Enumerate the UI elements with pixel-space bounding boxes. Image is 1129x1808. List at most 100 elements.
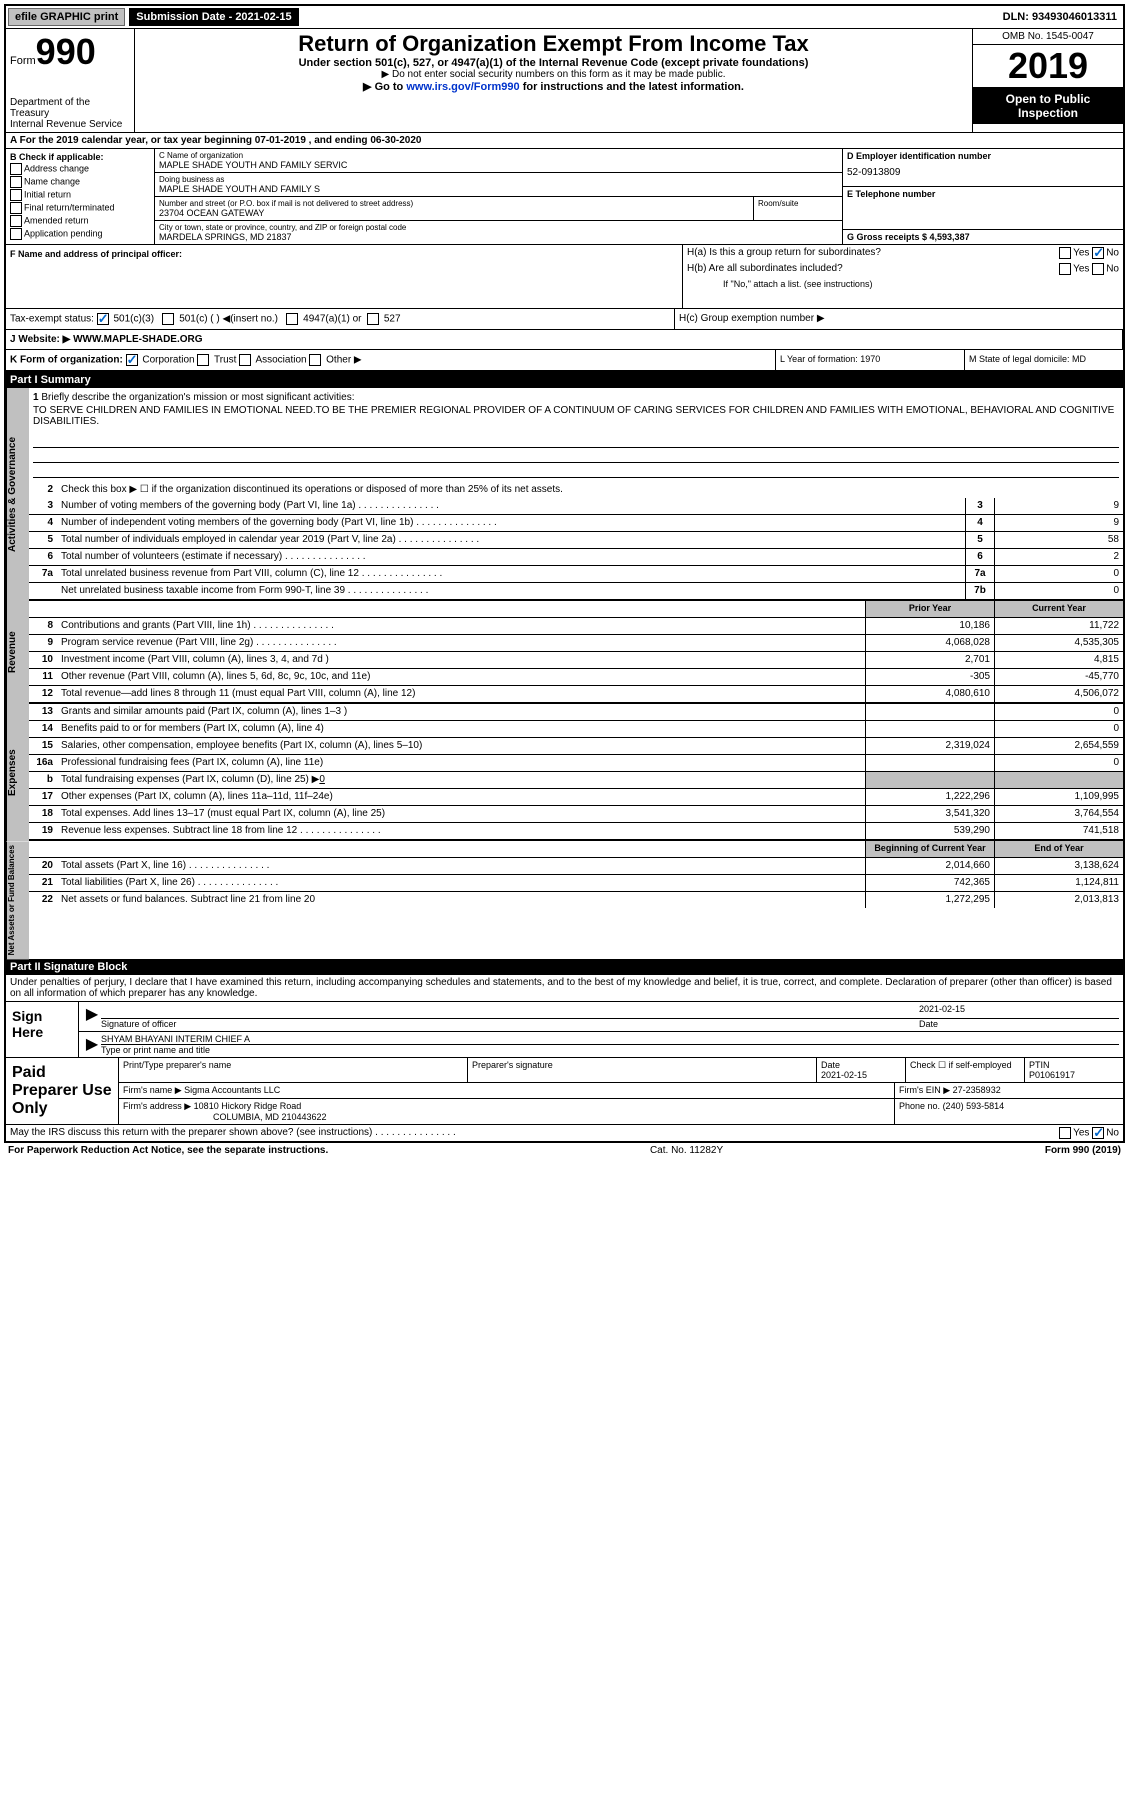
org-name: MAPLE SHADE YOUTH AND FAMILY SERVIC (159, 160, 838, 170)
efile-button[interactable]: efile GRAPHIC print (8, 8, 125, 26)
paperwork-notice: For Paperwork Reduction Act Notice, see … (8, 1145, 328, 1156)
year-formation: L Year of formation: 1970 (776, 350, 965, 370)
officer-name-title: SHYAM BHAYANI INTERIM CHIEF A (101, 1034, 1119, 1045)
ein: 52-0913809 (847, 161, 1119, 184)
header-row: Form990 Department of the Treasury Inter… (6, 29, 1123, 133)
hb-yes[interactable] (1059, 263, 1071, 275)
irs-no[interactable] (1092, 1127, 1104, 1139)
omb-number: OMB No. 1545-0047 (973, 29, 1123, 45)
part1-header: Part I Summary (6, 372, 1123, 388)
tax-527[interactable] (367, 313, 379, 325)
info-column: C Name of organization MAPLE SHADE YOUTH… (155, 149, 842, 244)
dba-cell: Doing business as MAPLE SHADE YOUTH AND … (155, 173, 842, 197)
officer-row: F Name and address of principal officer:… (6, 245, 1123, 309)
ein-cell: D Employer identification number 52-0913… (843, 149, 1123, 187)
ha-yes[interactable] (1059, 247, 1071, 259)
firm-name-line: Firm's name ▶ Sigma Accountants LLC Firm… (119, 1083, 1123, 1099)
part1-netassets: Net Assets or Fund Balances Beginning of… (6, 841, 1123, 959)
side-revenue: Revenue (6, 601, 29, 704)
penalty-text: Under penalties of perjury, I declare th… (6, 975, 1123, 1001)
tax-status-row: Tax-exempt status: 501(c)(3) 501(c) ( ) … (6, 309, 1123, 330)
gross-receipts: G Gross receipts $ 4,593,387 (847, 232, 1119, 242)
check-name: Name change (10, 176, 150, 188)
city-cell: City or town, state or province, country… (155, 221, 842, 244)
cat-number: Cat. No. 11282Y (650, 1145, 723, 1156)
k-trust[interactable] (197, 354, 209, 366)
city-state-zip: MARDELA SPRINGS, MD 21837 (159, 232, 838, 242)
state-domicile: M State of legal domicile: MD (965, 350, 1123, 370)
irs-yes[interactable] (1059, 1127, 1071, 1139)
part1-revenue: Revenue Prior YearCurrent Year 8Contribu… (6, 601, 1123, 704)
address-row: Number and street (or P.O. box if mail i… (155, 197, 842, 221)
title-box: Return of Organization Exempt From Incom… (135, 29, 972, 132)
hb-no[interactable] (1092, 263, 1104, 275)
arrow-icon: ▶ (83, 1004, 101, 1029)
part1-activities: Activities & Governance 1 Briefly descri… (6, 388, 1123, 601)
sign-here-label: Sign Here (6, 1002, 79, 1057)
tax-4947[interactable] (286, 313, 298, 325)
street-address: 23704 OCEAN GATEWAY (159, 208, 749, 218)
firm-addr-line: Firm's address ▶ 10810 Hickory Ridge Roa… (119, 1099, 1123, 1124)
officer-left: F Name and address of principal officer: (6, 245, 683, 308)
form-prefix: Form (10, 55, 36, 67)
officer-sig-line: ▶ Signature of officer 2021-02-15 Date (79, 1002, 1123, 1032)
right-info-col: D Employer identification number 52-0913… (842, 149, 1123, 244)
hb-note: If "No," attach a list. (see instruction… (683, 277, 1123, 291)
check-pending: Application pending (10, 228, 150, 240)
checkb-label: B Check if applicable: (10, 152, 150, 162)
note-2: ▶ Go to www.irs.gov/Form990 for instruct… (141, 80, 966, 93)
irs-link[interactable]: www.irs.gov/Form990 (406, 81, 519, 93)
check-initial: Initial return (10, 189, 150, 201)
form-footer: Form 990 (2019) (1045, 1145, 1121, 1156)
hc-row: H(c) Group exemption number ▶ (675, 309, 1123, 329)
officer-name-line: ▶ SHYAM BHAYANI INTERIM CHIEF A Type or … (79, 1032, 1123, 1057)
paid-preparer-row: Paid Preparer Use Only Print/Type prepar… (6, 1057, 1123, 1124)
right-header-box: OMB No. 1545-0047 2019 Open to Public In… (972, 29, 1123, 132)
org-name-cell: C Name of organization MAPLE SHADE YOUTH… (155, 149, 842, 173)
side-netassets: Net Assets or Fund Balances (6, 841, 29, 959)
form-990-num: 990 (36, 31, 96, 72)
part2-header: Part II Signature Block (6, 959, 1123, 975)
form-subtitle: Under section 501(c), 527, or 4947(a)(1)… (141, 57, 966, 69)
check-column-b: B Check if applicable: Address change Na… (6, 149, 155, 244)
website-cell: J Website: ▶ WWW.MAPLE-SHADE.ORG (6, 330, 1123, 349)
tax-year: 2019 (973, 45, 1123, 88)
gross-receipts-cell: G Gross receipts $ 4,593,387 (843, 230, 1123, 244)
ha-no[interactable] (1092, 247, 1104, 259)
preparer-line-1: Print/Type preparer's name Preparer's si… (119, 1058, 1123, 1083)
irs-discuss-row: May the IRS discuss this return with the… (6, 1124, 1123, 1141)
website-row: J Website: ▶ WWW.MAPLE-SHADE.ORG (6, 330, 1123, 350)
tax-501c[interactable] (162, 313, 174, 325)
paid-preparer-label: Paid Preparer Use Only (6, 1058, 119, 1124)
form-title: Return of Organization Exempt From Incom… (141, 31, 966, 57)
tax-501c3[interactable] (97, 313, 109, 325)
hb-row: H(b) Are all subordinates included? Yes … (683, 261, 1123, 277)
k-corp[interactable] (126, 354, 138, 366)
org-info-row: B Check if applicable: Address change Na… (6, 149, 1123, 245)
k-other[interactable] (309, 354, 321, 366)
open-public: Open to Public Inspection (973, 88, 1123, 124)
part1-expenses: Expenses 13Grants and similar amounts pa… (6, 704, 1123, 841)
tax-status: Tax-exempt status: 501(c)(3) 501(c) ( ) … (6, 309, 675, 329)
side-expenses: Expenses (6, 704, 29, 841)
check-amended: Amended return (10, 215, 150, 227)
blank-line-2 (33, 448, 1119, 463)
note-1: ▶ Do not enter social security numbers o… (141, 69, 966, 80)
mission-block: 1 Briefly describe the organization's mi… (29, 388, 1123, 482)
officer-right: H(a) Is this a group return for subordin… (683, 245, 1123, 308)
website-url: WWW.MAPLE-SHADE.ORG (73, 334, 202, 345)
room-cell: Room/suite (754, 197, 842, 221)
submission-button[interactable]: Submission Date - 2021-02-15 (129, 8, 298, 26)
blank-line-3 (33, 463, 1119, 478)
blank-line-1 (33, 433, 1119, 448)
phone-cell: E Telephone number (843, 187, 1123, 230)
k-assoc[interactable] (239, 354, 251, 366)
calendar-year: A For the 2019 calendar year, or tax yea… (6, 133, 1123, 149)
dept-text: Department of the Treasury Internal Reve… (10, 97, 130, 130)
page-footer: For Paperwork Reduction Act Notice, see … (4, 1143, 1125, 1158)
mission-text: TO SERVE CHILDREN AND FAMILIES IN EMOTIO… (33, 405, 1119, 427)
sign-here-row: Sign Here ▶ Signature of officer 2021-02… (6, 1001, 1123, 1057)
dba-name: MAPLE SHADE YOUTH AND FAMILY S (159, 184, 838, 194)
dln-text: DLN: 93493046013311 (997, 9, 1123, 25)
top-bar: efile GRAPHIC print Submission Date - 20… (6, 6, 1123, 29)
